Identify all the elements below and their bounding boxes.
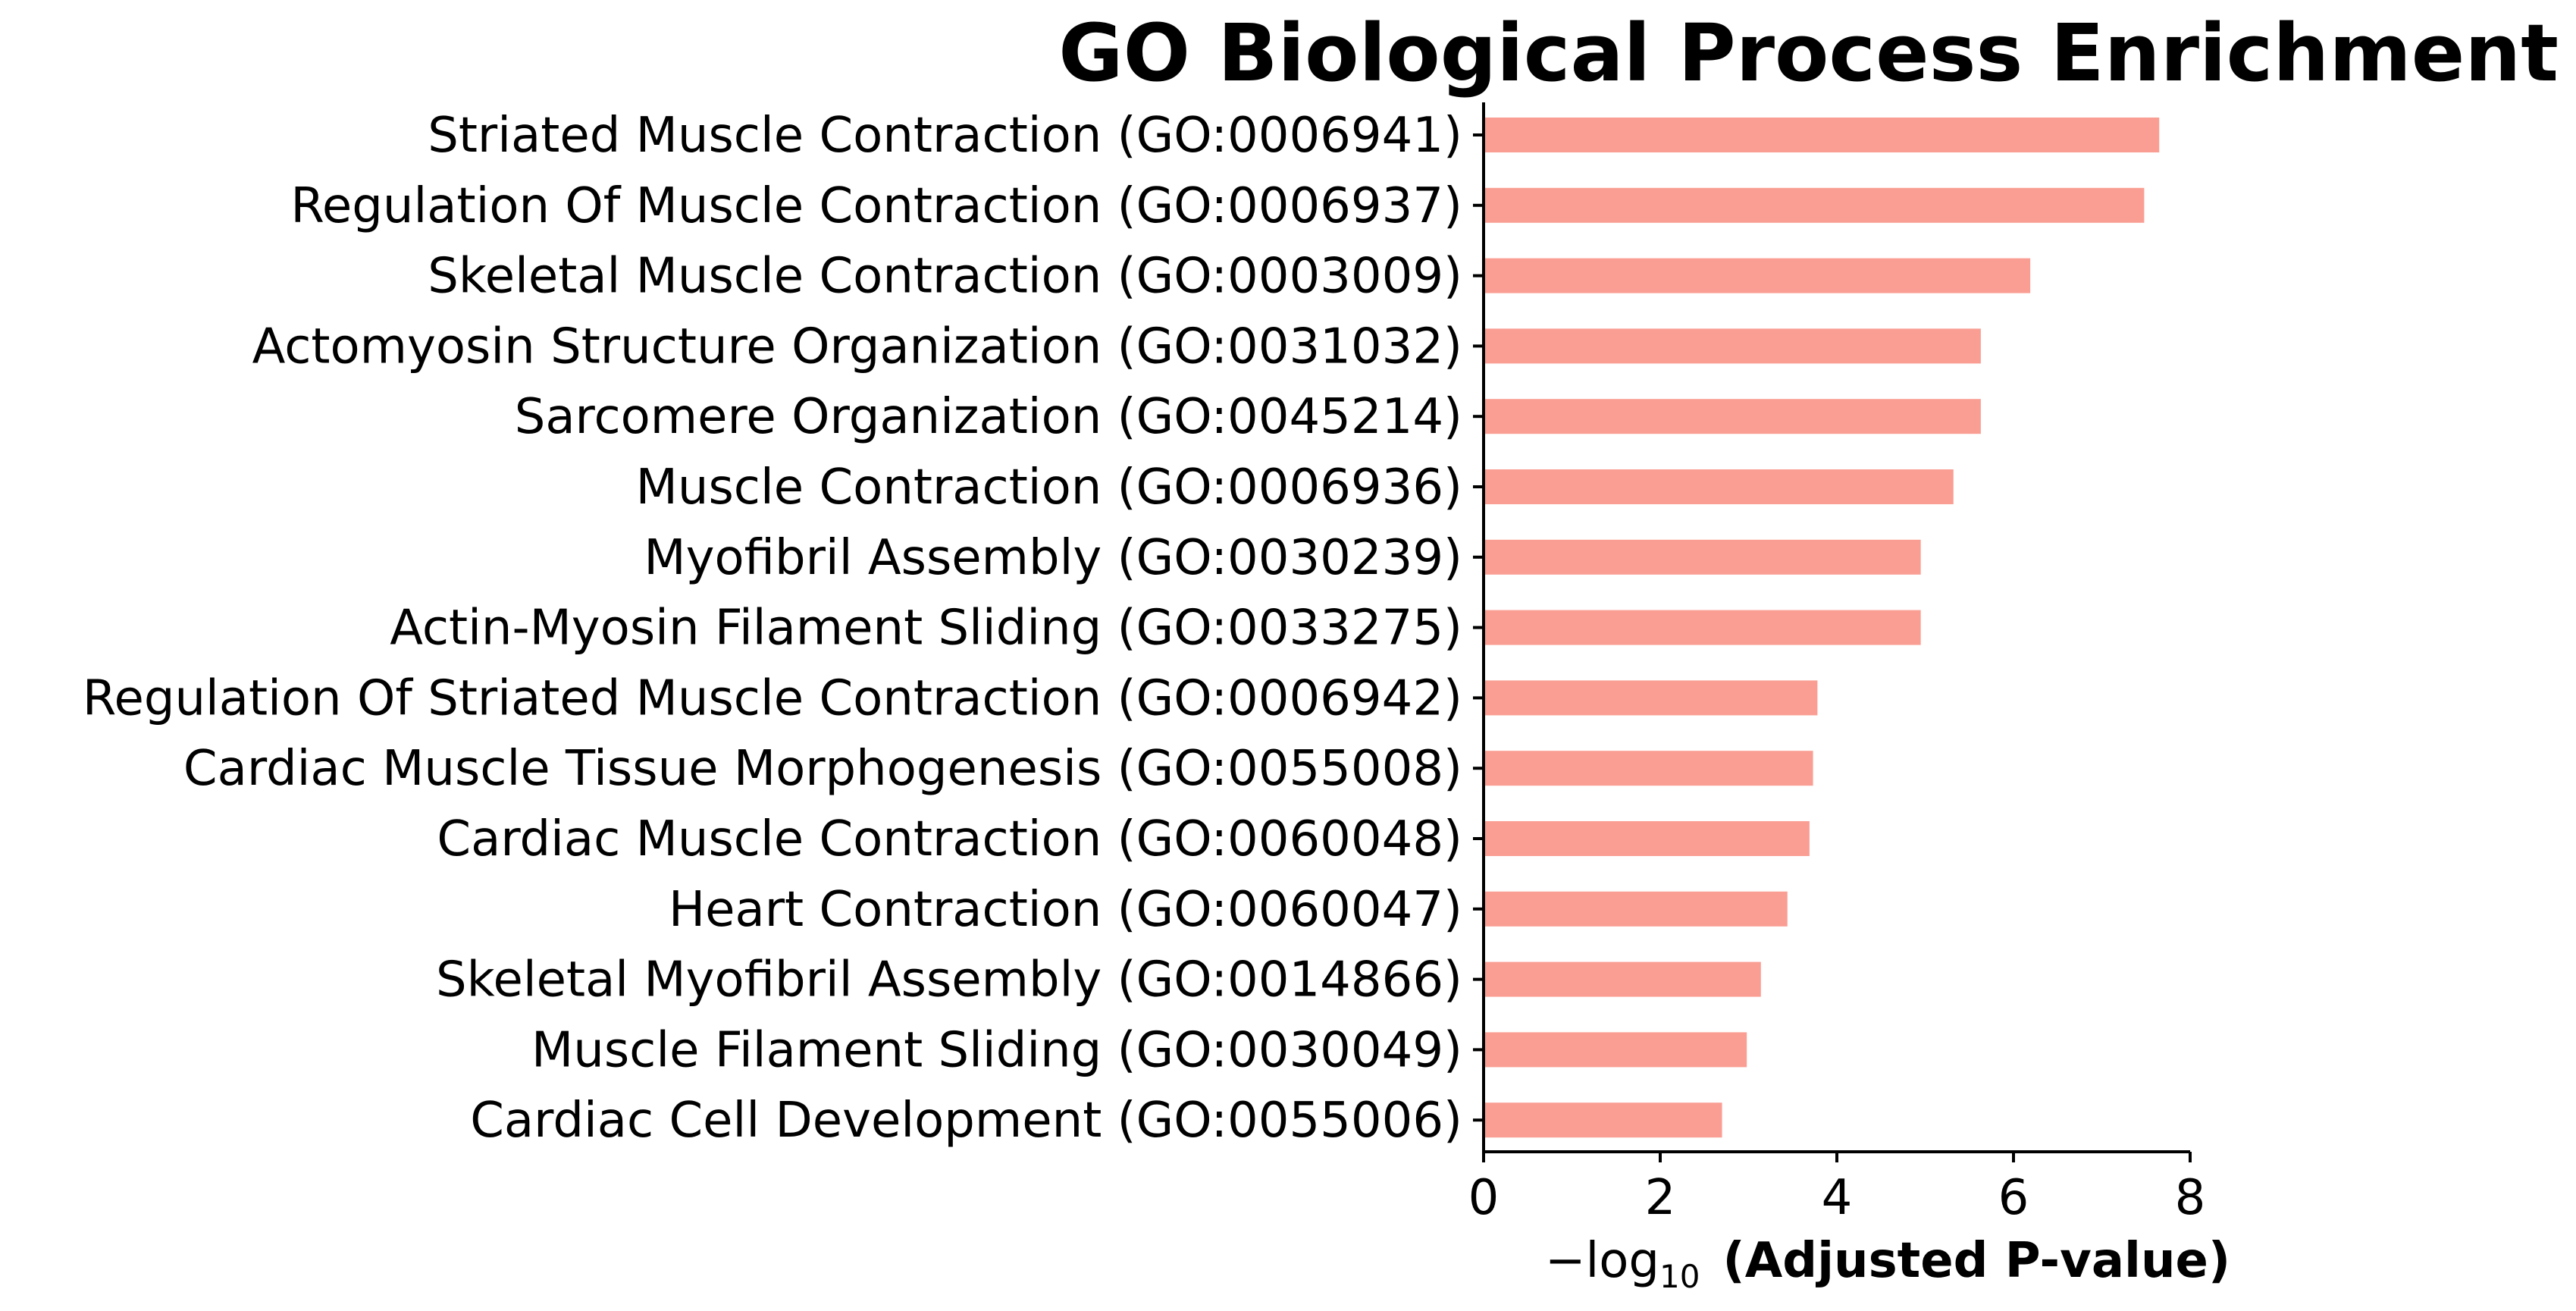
chart-title: GO Biological Process Enrichment [1058, 7, 2559, 99]
x-axis-label: −log10 (Adjusted P-value) [1545, 1233, 2230, 1295]
x-axis-label-prefix: −log [1545, 1233, 1659, 1289]
bar-7 [1484, 539, 1921, 575]
bar-8 [1484, 610, 1921, 645]
category-label-14: Muscle Filament Sliding (GO:0030049) [531, 1022, 1462, 1078]
category-label-9: Regulation Of Striated Muscle Contractio… [83, 670, 1462, 726]
x-tick-label-6: 6 [1998, 1170, 2029, 1226]
bar-4 [1484, 328, 1981, 364]
x-tick-label-4: 4 [1822, 1170, 1853, 1226]
category-label-4: Actomyosin Structure Organization (GO:00… [252, 318, 1462, 375]
bar-9 [1484, 680, 1818, 716]
bar-12 [1484, 891, 1788, 927]
category-label-11: Cardiac Muscle Contraction (GO:0060048) [437, 811, 1462, 867]
category-label-7: Myofibril Assembly (GO:0030239) [644, 530, 1462, 586]
x-axis-label-subscript: 10 [1659, 1258, 1700, 1295]
bar-5 [1484, 399, 1981, 434]
category-label-6: Muscle Contraction (GO:0006936) [636, 459, 1462, 516]
x-axis-label-main: (Adjusted P-value) [1722, 1233, 2230, 1289]
category-label-12: Heart Contraction (GO:0060047) [669, 882, 1462, 938]
bars-group [1484, 118, 2160, 1138]
category-label-3: Skeletal Muscle Contraction (GO:0003009) [428, 249, 1462, 305]
bar-1 [1484, 118, 2160, 152]
category-label-8: Actin-Myosin Filament Sliding (GO:003327… [390, 601, 1462, 657]
bar-14 [1484, 1032, 1747, 1068]
x-tick-label-2: 2 [1645, 1170, 1676, 1226]
category-label-10: Cardiac Muscle Tissue Morphogenesis (GO:… [183, 741, 1462, 797]
bar-11 [1484, 821, 1810, 856]
x-ticks: 0 2 4 6 8 [1468, 1152, 2206, 1226]
bar-3 [1484, 258, 2031, 293]
bar-6 [1484, 469, 1954, 504]
category-label-5: Sarcomere Organization (GO:0045214) [515, 389, 1462, 445]
x-tick-label-0: 0 [1468, 1170, 1500, 1226]
bar-13 [1484, 961, 1761, 997]
category-labels: Striated Muscle Contraction (GO:0006941)… [83, 108, 1484, 1149]
x-tick-label-8: 8 [2175, 1170, 2206, 1226]
bar-15 [1484, 1102, 1722, 1138]
bar-10 [1484, 751, 1813, 786]
category-label-15: Cardiac Cell Development (GO:0055006) [470, 1093, 1462, 1149]
bar-2 [1484, 187, 2145, 223]
category-label-1: Striated Muscle Contraction (GO:0006941) [428, 108, 1462, 164]
category-label-2: Regulation Of Muscle Contraction (GO:000… [290, 178, 1462, 234]
category-label-13: Skeletal Myofibril Assembly (GO:0014866) [436, 952, 1462, 1008]
